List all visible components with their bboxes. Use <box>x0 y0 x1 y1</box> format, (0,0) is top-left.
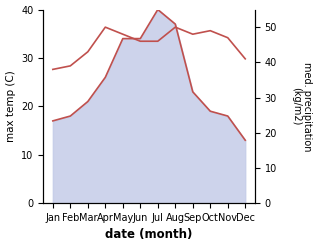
Y-axis label: max temp (C): max temp (C) <box>5 70 16 142</box>
Y-axis label: med. precipitation
(kg/m2): med. precipitation (kg/m2) <box>291 62 313 151</box>
X-axis label: date (month): date (month) <box>105 228 193 242</box>
